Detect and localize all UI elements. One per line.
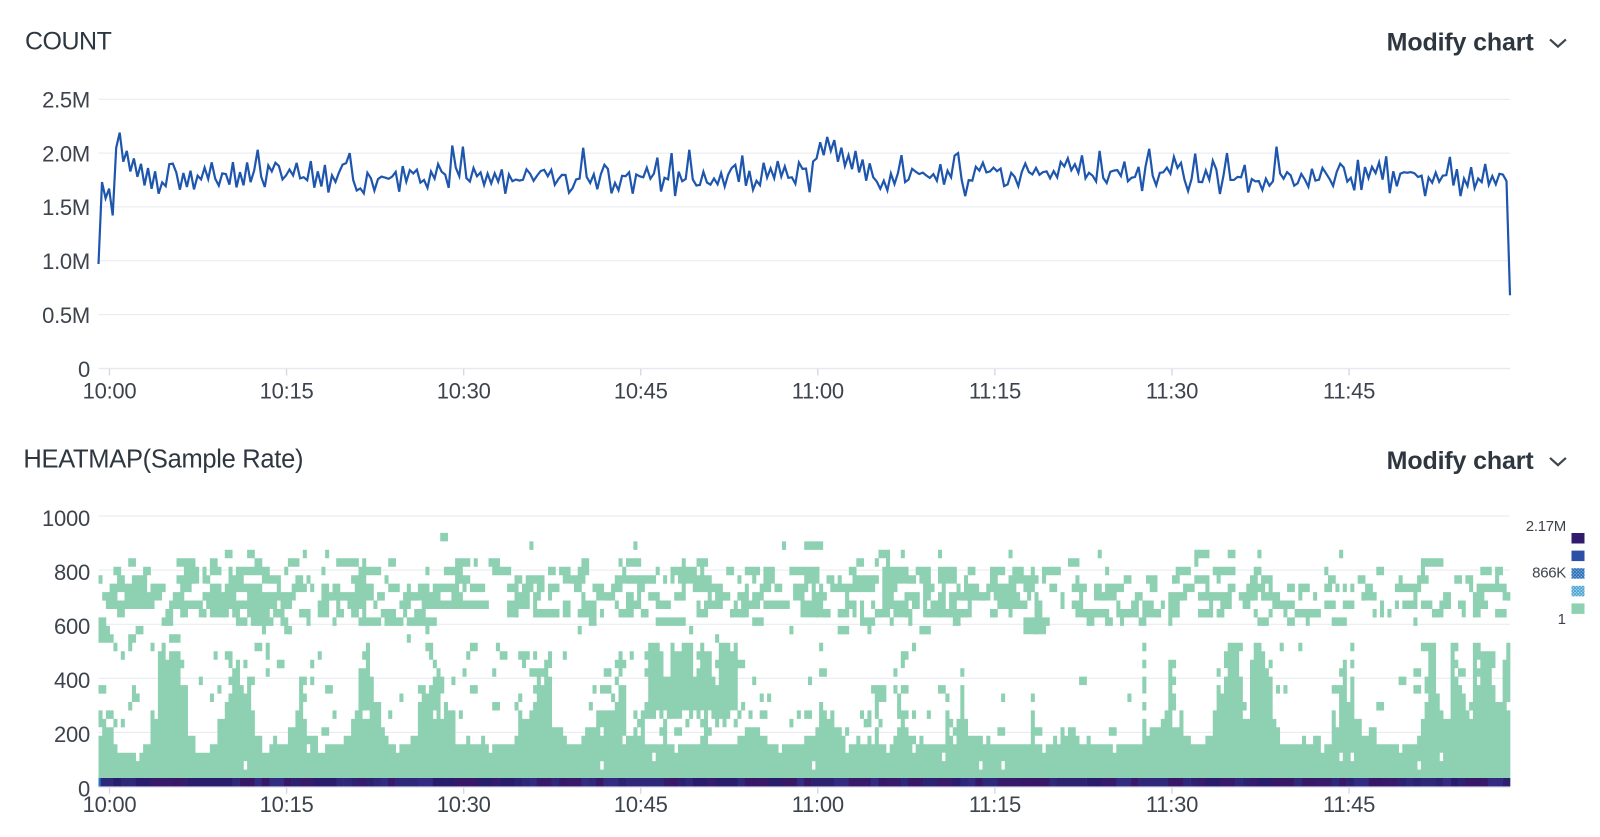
svg-text:0: 0 bbox=[78, 776, 90, 801]
svg-text:Modify chart: Modify chart bbox=[1387, 28, 1535, 56]
svg-text:1: 1 bbox=[1558, 611, 1566, 628]
svg-text:1.0M: 1.0M bbox=[42, 249, 90, 274]
svg-text:200: 200 bbox=[54, 722, 90, 747]
svg-text:11:45: 11:45 bbox=[1323, 792, 1375, 817]
svg-text:11:00: 11:00 bbox=[792, 792, 844, 817]
svg-text:10:00: 10:00 bbox=[83, 792, 137, 817]
svg-text:10:00: 10:00 bbox=[83, 379, 137, 404]
svg-text:11:00: 11:00 bbox=[792, 379, 844, 404]
svg-text:1.5M: 1.5M bbox=[42, 195, 90, 220]
svg-text:2.17M: 2.17M bbox=[1526, 518, 1566, 535]
svg-text:2.0M: 2.0M bbox=[42, 141, 90, 166]
svg-text:10:45: 10:45 bbox=[614, 792, 668, 817]
svg-text:COUNT: COUNT bbox=[25, 28, 112, 56]
svg-text:0: 0 bbox=[78, 357, 90, 382]
svg-text:0.5M: 0.5M bbox=[42, 303, 90, 328]
svg-text:866K: 866K bbox=[1532, 565, 1566, 582]
svg-text:11:30: 11:30 bbox=[1146, 379, 1198, 404]
svg-text:2.5M: 2.5M bbox=[42, 88, 90, 113]
svg-text:Modify chart: Modify chart bbox=[1387, 447, 1535, 475]
svg-text:11:15: 11:15 bbox=[969, 792, 1021, 817]
svg-text:1000: 1000 bbox=[42, 506, 90, 531]
svg-text:10:15: 10:15 bbox=[260, 792, 314, 817]
svg-text:10:15: 10:15 bbox=[260, 379, 314, 404]
svg-text:11:30: 11:30 bbox=[1146, 792, 1198, 817]
svg-text:10:45: 10:45 bbox=[614, 379, 668, 404]
svg-text:10:30: 10:30 bbox=[437, 792, 491, 817]
svg-text:10:30: 10:30 bbox=[437, 379, 491, 404]
svg-text:11:15: 11:15 bbox=[969, 379, 1021, 404]
svg-text:HEATMAP(Sample Rate): HEATMAP(Sample Rate) bbox=[23, 446, 303, 474]
svg-text:800: 800 bbox=[54, 560, 90, 585]
svg-text:11:45: 11:45 bbox=[1323, 379, 1375, 404]
svg-text:400: 400 bbox=[54, 668, 90, 693]
svg-text:600: 600 bbox=[54, 614, 90, 639]
